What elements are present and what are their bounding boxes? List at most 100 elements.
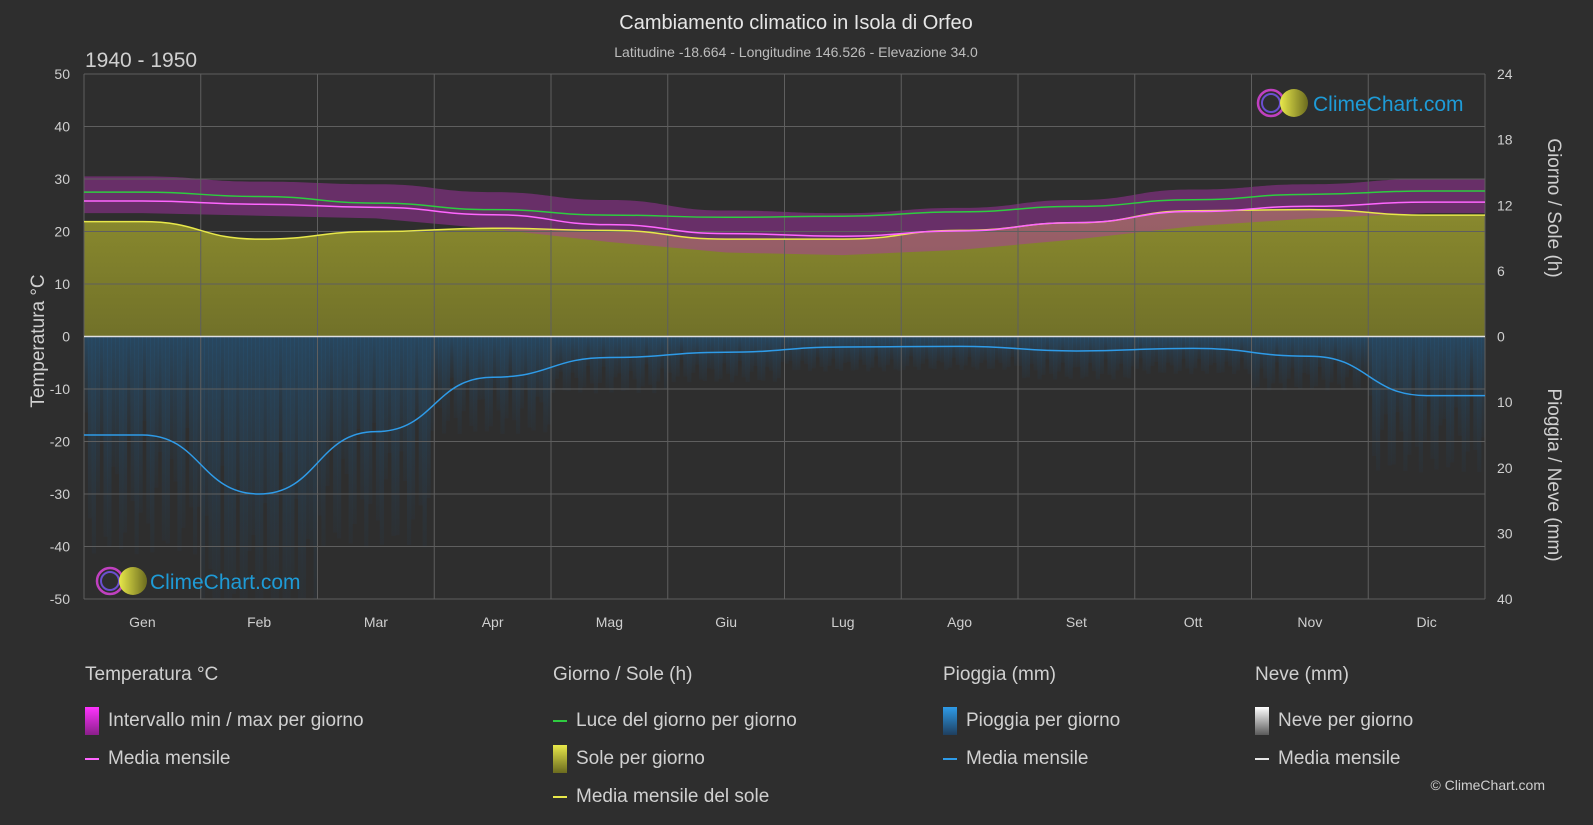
rain-bar bbox=[251, 336, 256, 535]
rain-bar bbox=[652, 336, 657, 394]
legend-label: Media mensile bbox=[966, 748, 1089, 769]
rain-bar bbox=[823, 336, 828, 372]
rain-bar bbox=[839, 336, 844, 371]
rain-bar bbox=[1313, 336, 1318, 387]
rain-bar bbox=[434, 336, 439, 391]
rain-bar bbox=[1029, 336, 1034, 365]
logo-text-top: ClimeChart.com bbox=[1313, 93, 1464, 116]
y-tick-right-bottom: 40 bbox=[1497, 591, 1513, 607]
rain-bar bbox=[259, 336, 264, 599]
rain-bar bbox=[1344, 336, 1350, 378]
rain-bar bbox=[410, 336, 416, 520]
rain-bar bbox=[835, 336, 840, 369]
y-tick-left: -50 bbox=[50, 591, 70, 607]
rain-bar bbox=[130, 336, 135, 502]
rain-bar bbox=[792, 336, 797, 371]
rain-bar bbox=[216, 336, 221, 599]
rain-bar bbox=[807, 336, 813, 372]
rain-bar bbox=[512, 336, 517, 421]
rain-bar bbox=[718, 336, 723, 379]
rain-bar bbox=[329, 336, 334, 446]
y-tick-left: -40 bbox=[50, 539, 70, 555]
rain-bar bbox=[905, 336, 910, 367]
rain-bar bbox=[547, 336, 552, 425]
y-axis-left-label: Temperatura °C bbox=[28, 274, 49, 407]
rain-bar bbox=[691, 336, 696, 373]
chart-subtitle: Latitudine -18.664 - Longitudine 146.526… bbox=[614, 44, 978, 60]
rain-bar bbox=[142, 336, 147, 421]
rain-bar bbox=[278, 336, 283, 453]
rain-bar bbox=[274, 336, 279, 599]
rain-bar bbox=[438, 336, 443, 408]
rain-bar bbox=[204, 336, 209, 516]
rain-bar bbox=[333, 336, 338, 533]
rain-bar bbox=[1298, 336, 1303, 389]
rain-bar bbox=[442, 336, 447, 434]
rain-bar bbox=[344, 336, 349, 475]
rain-bar bbox=[566, 336, 571, 391]
y-tick-left: -30 bbox=[50, 486, 70, 502]
rain-bar bbox=[1442, 336, 1447, 419]
rain-bar bbox=[979, 336, 984, 364]
legend-snow: Neve (mm) Neve per giorno Media mensile bbox=[1255, 664, 1413, 778]
rain-bar bbox=[702, 336, 707, 382]
rain-bar bbox=[1146, 336, 1151, 374]
rain-bar bbox=[1461, 336, 1466, 472]
rain-bar bbox=[679, 336, 684, 360]
rain-bar bbox=[920, 336, 925, 364]
rain-bar bbox=[1282, 336, 1287, 391]
rain-bar bbox=[348, 336, 353, 544]
rain-bar bbox=[768, 336, 774, 371]
logo-ring-inner-icon bbox=[100, 571, 120, 591]
rain-bar bbox=[1010, 336, 1015, 357]
rain-bar bbox=[963, 336, 968, 366]
y-tick-left: 10 bbox=[54, 276, 70, 292]
rain-bar bbox=[1076, 336, 1081, 368]
rain-bar bbox=[757, 336, 762, 381]
rain-bar bbox=[87, 336, 93, 519]
rain-bar bbox=[1247, 336, 1252, 375]
rain-bar bbox=[1173, 336, 1178, 374]
rain-bar bbox=[313, 336, 318, 599]
rain-bar bbox=[220, 336, 225, 466]
rain-bar bbox=[282, 336, 287, 599]
rain-bar bbox=[519, 336, 525, 409]
rain-bar bbox=[1014, 336, 1019, 366]
rain-bar bbox=[1274, 336, 1279, 363]
logo-bottom: ClimeChart.com bbox=[95, 566, 301, 596]
rain-bar bbox=[84, 336, 89, 413]
rain-bar bbox=[1267, 336, 1272, 391]
rain-bar bbox=[146, 336, 151, 524]
rain-bar bbox=[1341, 336, 1346, 391]
rain-bar bbox=[866, 336, 871, 372]
rain-bar bbox=[811, 336, 816, 369]
rain-bar bbox=[360, 336, 365, 500]
rain-bar bbox=[928, 336, 933, 369]
rain-bar bbox=[231, 336, 237, 594]
rain-bar bbox=[1220, 336, 1225, 373]
rain-bar bbox=[749, 336, 754, 372]
rain-bar bbox=[1360, 336, 1365, 372]
logo-ring-inner-icon bbox=[1261, 93, 1281, 113]
rain-bar bbox=[181, 336, 186, 528]
rain-bar bbox=[733, 336, 739, 376]
rain-bar bbox=[255, 336, 260, 599]
x-tick-month: Feb bbox=[247, 614, 271, 630]
rain-bar bbox=[772, 336, 777, 382]
y-tick-right-bottom: 20 bbox=[1497, 460, 1513, 476]
rain-bar bbox=[558, 336, 563, 372]
rain-bar bbox=[387, 336, 392, 453]
rain-bar bbox=[407, 336, 412, 546]
legend-item: Intervallo min / max per giorno bbox=[85, 702, 364, 740]
rain-bar bbox=[916, 336, 921, 370]
rain-bar bbox=[776, 336, 781, 379]
rain-bar bbox=[1453, 336, 1459, 408]
rain-bar bbox=[846, 336, 851, 362]
rain-bar bbox=[944, 336, 949, 370]
rain-bar bbox=[189, 336, 194, 508]
rain-bar bbox=[298, 336, 303, 599]
rain-bar bbox=[395, 336, 400, 536]
rain-bar bbox=[1329, 336, 1334, 383]
rain-bar bbox=[356, 336, 361, 429]
